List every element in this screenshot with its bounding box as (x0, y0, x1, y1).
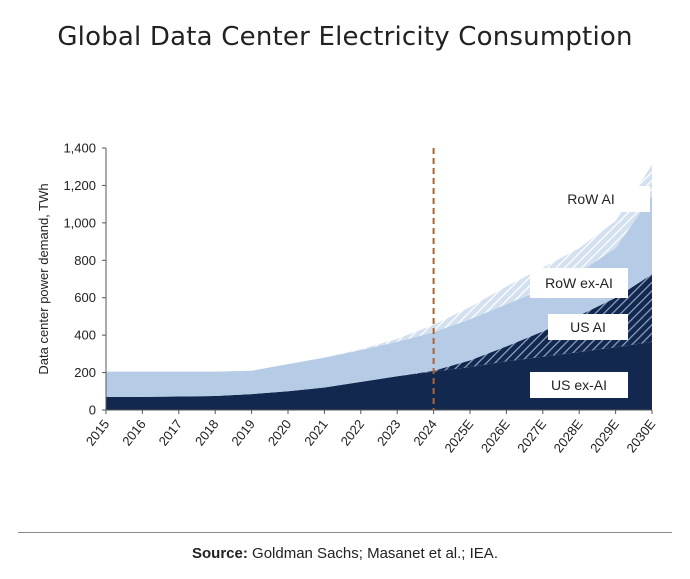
x-tick-label: 2018 (192, 417, 222, 449)
x-tick-label: 2024 (410, 417, 440, 449)
y-tick-label: 400 (74, 328, 96, 343)
x-tick-label: 2020 (265, 417, 295, 449)
label-row-ai-text: RoW AI (567, 191, 614, 207)
x-tick-label: 2021 (301, 417, 331, 449)
x-tick-label: 2027E (514, 416, 549, 455)
label-us-ai-box (548, 314, 628, 340)
x-tick-label: 2025E (441, 416, 476, 455)
stacked-area-chart: 0 200 400 600 800 1,000 1,200 1,400 2015 2016 2017… (36, 141, 659, 456)
y-tick-label: 1,000 (63, 215, 96, 230)
x-tick-label: 2030E (623, 416, 658, 455)
label-us-ai-text: US AI (570, 319, 606, 335)
source-label: Source: (192, 545, 248, 562)
source-note: Source: Goldman Sachs; Masanet et al.; I… (0, 545, 690, 562)
x-tick-label: 2017 (156, 417, 186, 449)
source-text: Goldman Sachs; Masanet et al.; IEA. (247, 545, 498, 562)
y-axis-label: Data center power demand, TWh (36, 183, 51, 374)
series-labels: RoW AI RoW ex-AI US AI US ex-AI (530, 186, 650, 398)
y-tick-label: 1,200 (63, 178, 96, 193)
label-us-ai: US AI (548, 314, 628, 340)
x-tick-label: 2016 (119, 417, 149, 449)
footer-divider (18, 532, 672, 533)
label-row-ex-ai: RoW ex-AI (530, 268, 628, 298)
y-tick-label: 800 (74, 253, 96, 268)
x-tick-label: 2015 (83, 417, 113, 449)
y-tick-label: 0 (89, 403, 96, 418)
area-us-ex-ai (106, 341, 652, 410)
y-tick-label: 1,400 (63, 141, 96, 156)
x-tick-label: 2029E (587, 416, 622, 455)
label-row-ex-ai-text: RoW ex-AI (545, 275, 613, 291)
label-row-ai-box (532, 186, 650, 212)
y-tick-label: 200 (74, 365, 96, 380)
label-row-ex-ai-box (530, 268, 628, 298)
x-tick-label: 2019 (228, 417, 258, 449)
y-tick-label: 600 (74, 290, 96, 305)
chart-title: Global Data Center Electricity Consumpti… (57, 22, 633, 52)
label-us-ex-ai-box (530, 372, 628, 398)
x-tick-label: 2022 (338, 417, 368, 449)
x-tick-label: 2026E (478, 416, 513, 455)
x-tick-label: 2028E (551, 416, 586, 455)
x-tick-label: 2023 (374, 417, 404, 449)
label-us-ex-ai-text: US ex-AI (551, 377, 607, 393)
label-row-ai: RoW AI (532, 186, 650, 212)
label-us-ex-ai: US ex-AI (530, 372, 628, 398)
area-us-ai (106, 274, 652, 397)
